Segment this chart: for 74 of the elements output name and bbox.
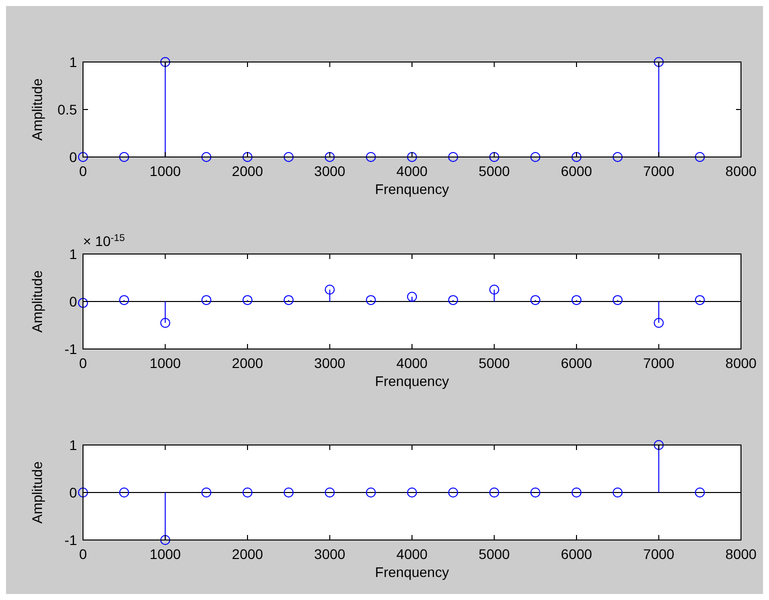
x-tick-label: 8000 bbox=[725, 546, 757, 562]
point bbox=[201, 488, 212, 498]
y-tick-label: 0 bbox=[69, 484, 78, 500]
x-tick-label: 8000 bbox=[725, 355, 757, 371]
x-tick-label: 1000 bbox=[150, 546, 182, 562]
point bbox=[612, 488, 623, 498]
y-tick-label: 0 bbox=[69, 294, 78, 310]
point bbox=[489, 488, 500, 498]
x-tick-label: 6000 bbox=[560, 355, 592, 371]
point bbox=[366, 295, 376, 306]
x-tick-label: 0 bbox=[79, 163, 88, 179]
x-tick-label: 5000 bbox=[478, 546, 510, 562]
x-tick-label: 7000 bbox=[643, 163, 675, 179]
point bbox=[654, 440, 664, 450]
point bbox=[489, 284, 500, 295]
point bbox=[530, 488, 540, 498]
point bbox=[530, 295, 540, 306]
y-tick-label: 1 bbox=[69, 54, 78, 70]
point bbox=[694, 295, 705, 306]
point bbox=[324, 284, 335, 295]
y-tick-label: -1 bbox=[64, 532, 78, 548]
y-tick-label: 0 bbox=[69, 149, 78, 165]
x-tick-label: 3000 bbox=[314, 355, 346, 371]
x-tick-label: 2000 bbox=[232, 546, 264, 562]
point bbox=[119, 295, 130, 306]
point bbox=[572, 295, 582, 306]
x-tick-label: 4000 bbox=[396, 163, 428, 179]
x-tick-label: 2000 bbox=[232, 163, 264, 179]
y-tick-label: 1 bbox=[69, 437, 78, 453]
point bbox=[654, 318, 664, 328]
point bbox=[366, 488, 376, 498]
x-tick-label: 4000 bbox=[396, 546, 428, 562]
point bbox=[242, 295, 252, 306]
x-tick-label: 3000 bbox=[314, 163, 346, 179]
point bbox=[694, 488, 705, 498]
point bbox=[572, 488, 582, 498]
point bbox=[284, 295, 294, 306]
y-axis-title: Amplitude bbox=[29, 270, 45, 333]
y-tick-label: 0.5 bbox=[58, 102, 78, 118]
point bbox=[160, 318, 170, 328]
point bbox=[324, 488, 335, 498]
point bbox=[160, 535, 170, 545]
x-tick-label: 0 bbox=[79, 355, 88, 371]
x-axis-title: Frenquency bbox=[375, 564, 449, 580]
y-tick-label: 1 bbox=[69, 246, 78, 262]
point bbox=[119, 488, 130, 498]
x-tick-label: 5000 bbox=[478, 163, 510, 179]
x-tick-label: 3000 bbox=[314, 546, 346, 562]
x-tick-label: 5000 bbox=[478, 355, 510, 371]
y-axis-title: Amplitude bbox=[29, 78, 45, 141]
point bbox=[201, 295, 212, 306]
x-tick-label: 6000 bbox=[560, 163, 592, 179]
x-axis-title: Frenquency bbox=[375, 373, 449, 389]
x-tick-label: 7000 bbox=[643, 546, 675, 562]
point bbox=[448, 488, 458, 498]
point bbox=[242, 488, 252, 498]
point bbox=[78, 298, 88, 308]
point bbox=[407, 292, 417, 302]
x-axis-title: Frenquency bbox=[375, 181, 449, 197]
point bbox=[284, 488, 294, 498]
y-axis-title: Amplitude bbox=[29, 461, 45, 524]
x-tick-label: 2000 bbox=[232, 355, 264, 371]
x-tick-label: 1000 bbox=[150, 355, 182, 371]
x-tick-label: 1000 bbox=[150, 163, 182, 179]
point bbox=[612, 295, 623, 306]
x-tick-label: 0 bbox=[79, 546, 88, 562]
x-tick-label: 6000 bbox=[560, 546, 592, 562]
x-tick-label: 7000 bbox=[643, 355, 675, 371]
x-tick-label: 4000 bbox=[396, 355, 428, 371]
point bbox=[448, 295, 458, 306]
text: × 10$^{-15}$ bbox=[83, 232, 126, 249]
y-tick-label: -1 bbox=[64, 341, 78, 357]
point bbox=[407, 488, 417, 498]
x-tick-label: 8000 bbox=[725, 163, 757, 179]
